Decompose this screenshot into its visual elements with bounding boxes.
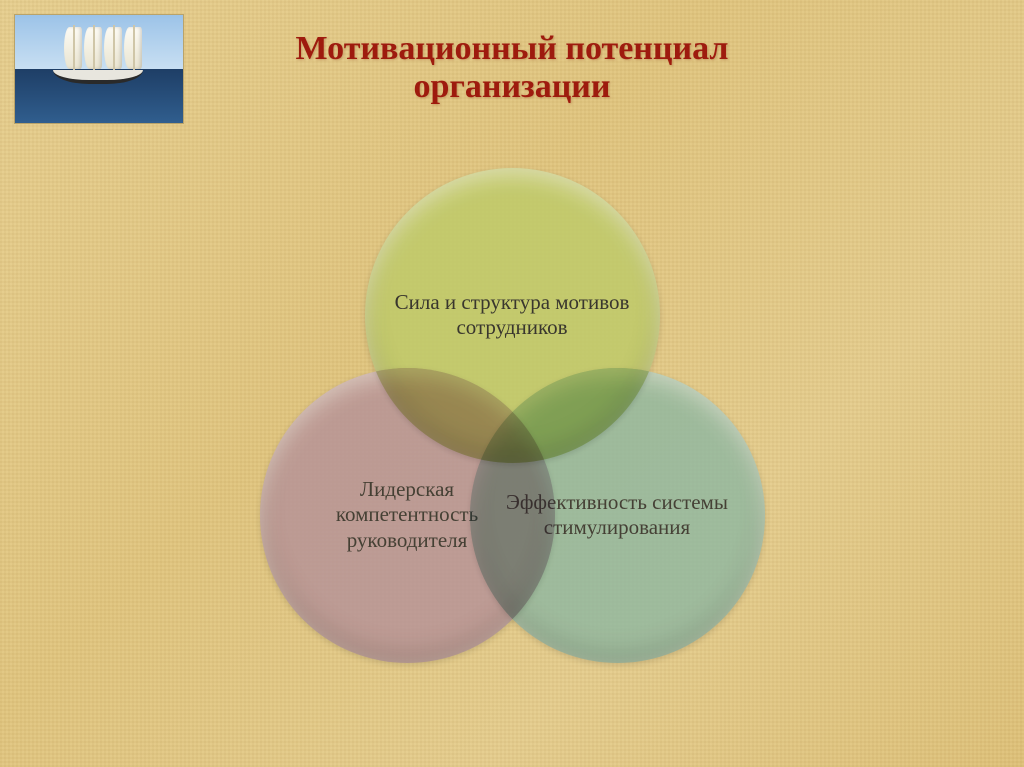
slide-title: Мотивационный потенциал организации xyxy=(0,30,1024,106)
venn-label-bottom-right: Эффективность системы стимулирования xyxy=(470,490,765,540)
venn-label-top: Сила и структура мотивов сотрудников xyxy=(365,290,660,340)
title-line-2: организации xyxy=(414,68,611,105)
venn-diagram: Сила и структура мотивов сотрудников Лид… xyxy=(232,155,792,715)
venn-circle-bottom-right: Эффективность системы стимулирования xyxy=(470,368,765,663)
title-line-1: Мотивационный потенциал xyxy=(296,30,729,67)
